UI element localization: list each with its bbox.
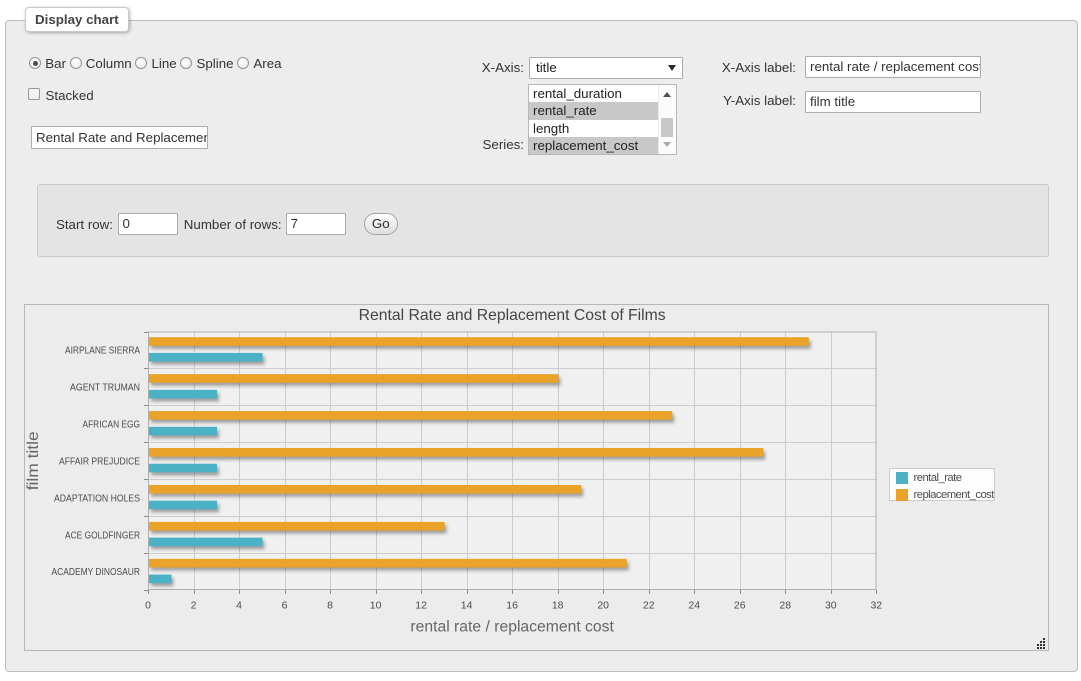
svg-text:2: 2	[191, 600, 197, 612]
svg-text:0: 0	[145, 600, 151, 612]
svg-text:22: 22	[643, 600, 655, 612]
svg-text:ADAPTATION HOLES: ADAPTATION HOLES	[54, 493, 140, 504]
svg-text:10: 10	[370, 600, 382, 612]
svg-text:28: 28	[779, 600, 791, 612]
svg-text:20: 20	[597, 600, 609, 612]
svg-text:26: 26	[734, 600, 746, 612]
svg-text:AGENT TRUMAN: AGENT TRUMAN	[70, 383, 140, 394]
svg-text:30: 30	[825, 600, 837, 612]
svg-text:ACE GOLDFINGER: ACE GOLDFINGER	[65, 530, 140, 541]
svg-text:18: 18	[552, 600, 564, 612]
svg-text:AFFAIR PREJUDICE: AFFAIR PREJUDICE	[59, 456, 140, 467]
svg-text:24: 24	[688, 600, 700, 612]
svg-text:14: 14	[461, 600, 473, 612]
svg-text:AFRICAN EGG: AFRICAN EGG	[83, 419, 141, 430]
svg-text:ACADEMY DINOSAUR: ACADEMY DINOSAUR	[52, 567, 141, 578]
svg-text:12: 12	[415, 600, 427, 612]
svg-text:film title: film title	[25, 431, 42, 490]
svg-text:6: 6	[282, 600, 288, 612]
svg-text:4: 4	[236, 600, 242, 612]
svg-text:AIRPLANE SIERRA: AIRPLANE SIERRA	[65, 346, 140, 357]
svg-text:8: 8	[327, 600, 333, 612]
svg-text:Rental Rate and Replacement Co: Rental Rate and Replacement Cost of Film…	[359, 307, 666, 324]
svg-text:32: 32	[870, 600, 882, 612]
svg-text:16: 16	[506, 600, 518, 612]
svg-text:rental rate / replacement cost: rental rate / replacement cost	[410, 619, 614, 636]
